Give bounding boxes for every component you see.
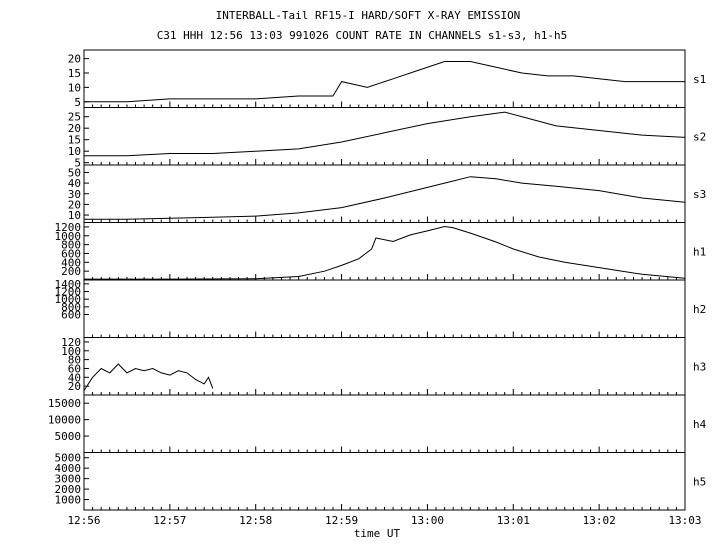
panel-label-h1: h1 bbox=[693, 245, 706, 258]
panel-label-s2: s2 bbox=[693, 130, 706, 143]
ytick-label-s3-0: 10 bbox=[68, 209, 81, 222]
ytick-label-s2-1: 10 bbox=[68, 145, 81, 158]
panel-h4: 5000 10000 15000 h4 bbox=[48, 394, 707, 453]
ytick-label-s1-2: 15 bbox=[68, 67, 81, 80]
chart-title: INTERBALL-Tail RF15-I HARD/SOFT X-RAY EM… bbox=[216, 9, 521, 22]
x-axis-label: time UT bbox=[354, 527, 401, 540]
ytick-label-h4-1: 10000 bbox=[48, 414, 81, 427]
ytick-label-s2-4: 25 bbox=[68, 111, 81, 124]
panel-frame-h2 bbox=[83, 279, 686, 338]
ytick-label-h2-0: 600 bbox=[61, 309, 81, 322]
ytick-label-h1-5: 1200 bbox=[55, 221, 82, 234]
panel-label-s1: s1 bbox=[693, 73, 706, 86]
series-s1 bbox=[84, 61, 685, 103]
panel-label-s3: s3 bbox=[693, 188, 706, 201]
ytick-label-h1-4: 1000 bbox=[55, 230, 82, 243]
xtick-label-5: 13:01 bbox=[497, 514, 530, 527]
ytick-label-h5-0: 1000 bbox=[55, 494, 82, 507]
ytick-label-h1-0: 200 bbox=[61, 265, 81, 278]
xtick-label-7: 13:03 bbox=[668, 514, 701, 527]
panel-frame-h4 bbox=[83, 394, 686, 453]
ytick-label-h2-3: 1200 bbox=[55, 286, 82, 299]
ytick-label-s3-1: 20 bbox=[68, 198, 81, 211]
ytick-label-h2-2: 1000 bbox=[55, 293, 82, 306]
series-h1 bbox=[84, 225, 686, 280]
panel-label-h5: h5 bbox=[693, 475, 706, 488]
ytick-label-s3-3: 40 bbox=[68, 177, 81, 190]
panel-frame-h1 bbox=[83, 222, 686, 281]
x-axis: 12:56 12:57 12:58 12:59 13:00 13:01 13:02 13:03 bbox=[67, 514, 701, 527]
chart-subtitle: C31 HHH 12:56 13:03 991026 COUNT RATE IN… bbox=[157, 29, 568, 42]
ytick-label-h4-0: 5000 bbox=[55, 430, 82, 443]
xtick-label-3: 12:59 bbox=[325, 514, 358, 527]
panel-label-h2: h2 bbox=[693, 303, 706, 316]
ytick-label-s2-3: 20 bbox=[68, 122, 81, 135]
panels: 5101520s1510152025s21020304050s320040060… bbox=[48, 49, 707, 511]
ytick-label-h3-4: 100 bbox=[61, 345, 81, 358]
panel-frame-h3 bbox=[83, 337, 686, 396]
xtick-label-4: 13:00 bbox=[411, 514, 444, 527]
ytick-label-h2-1: 800 bbox=[61, 301, 81, 314]
ytick-label-h1-2: 600 bbox=[61, 247, 81, 260]
ytick-label-s1-3: 20 bbox=[68, 53, 81, 66]
xtick-label-1: 12:57 bbox=[153, 514, 186, 527]
panel-label-h4: h4 bbox=[693, 418, 707, 431]
ytick-label-h3-3: 80 bbox=[68, 354, 81, 367]
panel-frame-s3 bbox=[83, 164, 686, 223]
panel-frame-h5 bbox=[83, 452, 686, 511]
series-h3 bbox=[83, 363, 214, 391]
ytick-label-s3-4: 50 bbox=[68, 166, 81, 179]
xtick-label-0: 12:56 bbox=[67, 514, 100, 527]
ytick-label-h4-2: 15000 bbox=[48, 397, 81, 410]
ytick-label-h3-2: 60 bbox=[68, 362, 81, 375]
ytick-label-h5-4: 5000 bbox=[55, 452, 82, 465]
ytick-label-h5-3: 4000 bbox=[55, 462, 82, 475]
xtick-label-2: 12:58 bbox=[239, 514, 272, 527]
ytick-label-h3-0: 20 bbox=[68, 380, 81, 393]
series-s3 bbox=[84, 176, 686, 220]
panel-frame-s2 bbox=[83, 107, 686, 166]
ytick-label-h3-5: 120 bbox=[61, 336, 81, 349]
ytick-label-s2-2: 15 bbox=[68, 134, 81, 147]
ytick-label-h5-1: 2000 bbox=[55, 483, 82, 496]
ytick-label-s2-0: 5 bbox=[74, 157, 81, 170]
ytick-label-h2-4: 1400 bbox=[55, 278, 82, 291]
ytick-label-s1-0: 5 bbox=[74, 96, 81, 109]
ytick-label-h1-1: 400 bbox=[61, 256, 81, 269]
ytick-label-h1-3: 800 bbox=[61, 239, 81, 252]
xtick-label-6: 13:02 bbox=[583, 514, 616, 527]
ytick-label-s1-1: 10 bbox=[68, 81, 81, 94]
ytick-label-h3-1: 40 bbox=[68, 371, 81, 384]
ytick-label-s3-2: 30 bbox=[68, 188, 81, 201]
ytick-label-h5-2: 3000 bbox=[55, 473, 82, 486]
series-s2 bbox=[84, 111, 686, 157]
panel-label-h3: h3 bbox=[693, 360, 706, 373]
